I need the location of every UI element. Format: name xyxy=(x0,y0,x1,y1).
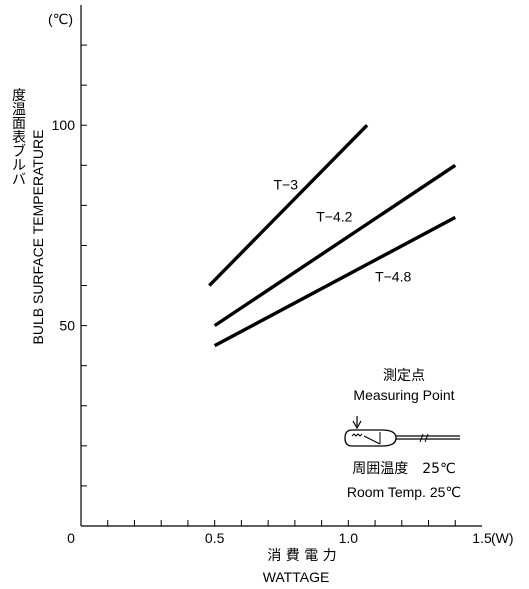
room-temp-en: Room Temp. 25℃ xyxy=(347,484,461,500)
x-tick-label: 1.5 xyxy=(472,530,492,546)
y-unit-label: (℃) xyxy=(48,11,73,27)
x-unit-label: (W) xyxy=(491,530,514,546)
x-axis-title: WATTAGE xyxy=(263,569,330,585)
series-line xyxy=(208,124,369,287)
y-axis-title: BULB SURFACE TEMPERATURE xyxy=(30,130,46,345)
series-line xyxy=(213,215,457,348)
x-tick-label: 0.5 xyxy=(205,530,225,546)
x-tick-label: 1.0 xyxy=(339,530,359,546)
x-tick-label: 0 xyxy=(67,530,75,546)
room-temp-jp: 周囲温度 25℃ xyxy=(352,461,456,477)
series-label: T−4.2 xyxy=(316,208,352,224)
series-label: T−4.8 xyxy=(375,269,411,285)
y-axis-title-jp: バルブ表面温度 xyxy=(12,88,26,188)
measuring-point-annotation: 測定点 Measuring Point 周囲温度 25℃ Room Temp. … xyxy=(344,368,461,500)
y-tick-label: 100 xyxy=(52,117,76,133)
series-label: T−3 xyxy=(273,176,298,192)
series-line xyxy=(213,163,457,328)
y-tick-label: 50 xyxy=(59,318,75,334)
measuring-point-title-jp: 測定点 xyxy=(383,368,425,384)
measuring-point-title: Measuring Point xyxy=(353,387,454,403)
x-axis-title-jp: 消 費 電 力 xyxy=(267,548,336,564)
bulb-diagram-icon xyxy=(344,416,460,447)
